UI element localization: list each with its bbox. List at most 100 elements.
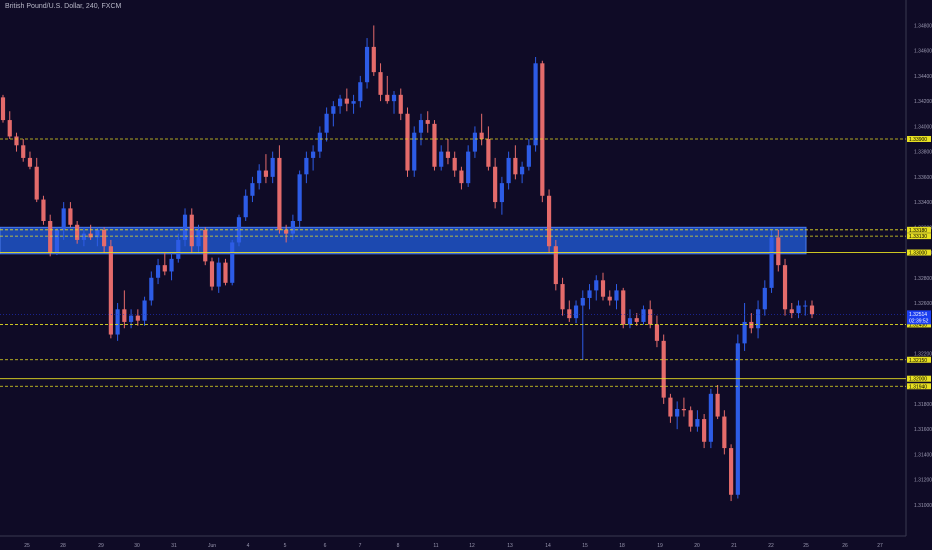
candle-body xyxy=(769,237,774,288)
candle xyxy=(304,151,309,184)
y-tick-label: 1.31600 xyxy=(914,427,932,433)
resistance-zone xyxy=(0,226,807,255)
candle xyxy=(162,252,167,276)
candle xyxy=(142,296,147,326)
candle xyxy=(68,202,73,228)
candle xyxy=(573,300,579,324)
candle-body xyxy=(216,262,221,287)
candle xyxy=(688,406,693,432)
candle xyxy=(695,410,700,432)
candle-body xyxy=(695,419,700,427)
y-tick-label: 1.34400 xyxy=(914,74,932,80)
candle xyxy=(317,126,322,158)
candle-body xyxy=(580,297,585,306)
candle xyxy=(250,176,255,203)
candle xyxy=(196,224,201,253)
x-tick-label: 11 xyxy=(433,543,438,549)
candle-body xyxy=(304,157,309,175)
candle xyxy=(466,145,471,187)
candle-body xyxy=(621,290,626,325)
candle xyxy=(243,189,248,221)
candle xyxy=(88,224,93,240)
candle xyxy=(81,227,86,247)
x-tick-label: 12 xyxy=(469,543,475,549)
candle xyxy=(533,56,538,152)
candle xyxy=(634,313,639,326)
candle-body xyxy=(27,157,33,167)
candle xyxy=(722,410,727,455)
x-tick-label: 15 xyxy=(582,543,588,549)
candle-body xyxy=(297,174,302,221)
candle-body xyxy=(472,132,478,152)
candle-body xyxy=(0,97,6,121)
candle xyxy=(7,111,12,139)
candle-body xyxy=(648,309,653,325)
candle xyxy=(486,126,491,171)
candle-body xyxy=(755,309,761,329)
candle-body xyxy=(81,233,86,240)
candle xyxy=(803,300,808,316)
candle xyxy=(337,94,343,114)
candle-body xyxy=(681,408,686,411)
candle xyxy=(702,414,707,449)
y-tick-label: 1.32200 xyxy=(914,351,932,357)
candle xyxy=(681,397,686,417)
x-tick-label: 5 xyxy=(284,543,287,549)
candle-body xyxy=(412,132,417,171)
candle-body xyxy=(351,101,356,104)
candle-body xyxy=(499,183,504,203)
y-tick-label: 1.34000 xyxy=(914,124,932,130)
candle-body xyxy=(796,305,801,314)
candle xyxy=(607,290,612,306)
candle xyxy=(540,60,545,203)
candle xyxy=(41,195,46,225)
x-tick-label: 22 xyxy=(768,543,774,549)
level-price-tag xyxy=(907,383,931,390)
candle-body xyxy=(7,120,12,137)
candle-body xyxy=(702,419,707,442)
candle-body xyxy=(789,309,794,314)
candle xyxy=(311,145,316,171)
candle-body xyxy=(331,106,336,114)
candle-body xyxy=(600,280,606,297)
candle xyxy=(459,166,464,190)
x-tick-label: 14 xyxy=(545,543,551,549)
candle xyxy=(418,113,424,146)
level-price-tag-label: 1.32430 xyxy=(909,322,927,328)
level-price-tag-label: 1.32000 xyxy=(909,377,927,383)
candle-body xyxy=(398,94,403,114)
candle-body xyxy=(135,315,140,321)
candle-body xyxy=(149,277,154,301)
candle-body xyxy=(75,224,80,240)
candle-body xyxy=(155,265,161,278)
candle-body xyxy=(540,63,545,196)
candle-body xyxy=(486,138,491,167)
x-tick-label: 19 xyxy=(657,543,663,549)
candle-body xyxy=(317,132,322,152)
candle-body xyxy=(688,410,693,427)
y-tick-label: 1.34200 xyxy=(914,99,932,105)
candle xyxy=(324,107,329,142)
candle xyxy=(546,189,552,253)
x-tick-label: 21 xyxy=(731,543,737,549)
candle-body xyxy=(614,290,619,301)
candle xyxy=(668,393,673,423)
candle xyxy=(95,227,100,247)
level-price-tag-label: 1.33130 xyxy=(909,234,927,240)
level-price-tag xyxy=(907,249,931,256)
candle xyxy=(27,151,33,170)
candle xyxy=(493,157,498,209)
candle xyxy=(209,257,215,291)
candle-body xyxy=(466,151,471,184)
candle xyxy=(769,229,774,293)
price-axis xyxy=(906,0,932,550)
candle-body xyxy=(452,157,457,171)
candle xyxy=(782,258,788,316)
candle xyxy=(297,170,302,228)
candle-body xyxy=(553,246,558,285)
candle-body xyxy=(371,46,376,73)
candle-body xyxy=(439,151,444,167)
candle xyxy=(223,258,228,286)
y-tick-label: 1.33800 xyxy=(914,150,932,156)
